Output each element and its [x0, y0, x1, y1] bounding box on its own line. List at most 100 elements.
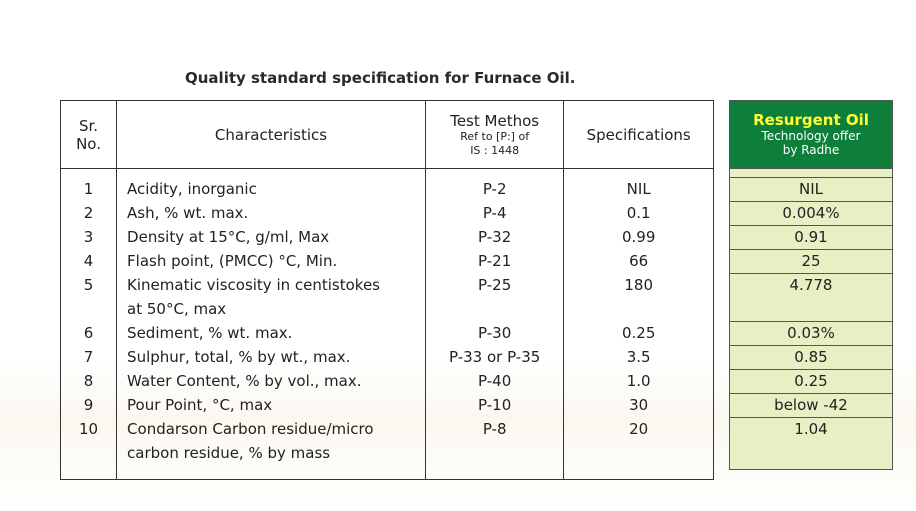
row-specification: 0.99: [563, 225, 714, 249]
row-characteristic-line1: Water Content, % by vol., max.: [127, 372, 362, 390]
header-sr-no: Sr. No.: [59, 100, 118, 169]
resurgent-value: 0.03%: [729, 321, 893, 346]
table-row: 1 Acidity, inorganic P-2 NIL: [59, 168, 714, 201]
row-specification: 30: [563, 393, 714, 417]
row-characteristic: Ash, % wt. max.: [116, 201, 426, 225]
spec-table: Sr. No. Characteristics Test Methos Ref …: [59, 100, 714, 480]
row-characteristic: Kinematic viscosity in centistokes at 50°…: [116, 273, 426, 321]
row-specification: 20: [563, 417, 714, 480]
row-characteristic-line1: Flash point, (PMCC) °C, Min.: [127, 252, 338, 270]
row-characteristic-line1: Kinematic viscosity in centistokes: [127, 276, 380, 294]
brand-sub-line1: Technology offer: [761, 129, 861, 143]
table-row: 9 Pour Point, °C, max P-10 30: [59, 393, 714, 417]
resurgent-row: below -42: [729, 393, 893, 418]
resurgent-value: 0.25: [729, 369, 893, 394]
row-test-method: P-33 or P-35: [424, 345, 565, 369]
header-specifications: Specifications: [563, 100, 714, 169]
row-test-method: P-21: [424, 249, 565, 273]
resurgent-row: 25: [729, 249, 893, 274]
table-row: 2 Ash, % wt. max. P-4 0.1: [59, 201, 714, 225]
row-characteristic: Density at 15°C, g/ml, Max: [116, 225, 426, 249]
row-characteristic-line1: Density at 15°C, g/ml, Max: [127, 228, 330, 246]
table-row: 6 Sediment, % wt. max. P-30 0.25: [59, 321, 714, 345]
header-sr-line1: Sr.: [78, 116, 99, 135]
row-specification: 0.1: [563, 201, 714, 225]
row-test-method: P-8: [424, 417, 565, 480]
row-characteristic: Sediment, % wt. max.: [116, 321, 426, 345]
row-test-method: P-40: [424, 369, 565, 393]
table-row: 4 Flash point, (PMCC) °C, Min. P-21 66: [59, 249, 714, 273]
resurgent-row: 0.03%: [729, 321, 893, 346]
resurgent-table: Resurgent Oil Technology offer by Radhe …: [729, 100, 893, 470]
row-sr-no: 3: [59, 225, 118, 249]
table-row: 5 Kinematic viscosity in centistokes at 50…: [59, 273, 714, 321]
row-test-method: P-2: [424, 168, 565, 201]
resurgent-row: 4.778: [729, 273, 893, 322]
row-sr-no: 10: [59, 417, 118, 480]
row-characteristic-line1: Sulphur, total, % by wt., max.: [127, 348, 351, 366]
row-specification: 180: [563, 273, 714, 321]
resurgent-value: 0.85: [729, 345, 893, 370]
row-specification: 66: [563, 249, 714, 273]
row-sr-no: 8: [59, 369, 118, 393]
resurgent-value: 0.004%: [729, 201, 893, 226]
table-row: 8 Water Content, % by vol., max. P-40 1.0: [59, 369, 714, 393]
row-characteristic-line2: at 50°C, max: [127, 300, 227, 318]
table-row: 3 Density at 15°C, g/ml, Max P-32 0.99: [59, 225, 714, 249]
resurgent-value: below -42: [729, 393, 893, 418]
table-row: 7 Sulphur, total, % by wt., max. P-33 or P…: [59, 345, 714, 369]
row-sr-no: 4: [59, 249, 118, 273]
row-test-method: P-30: [424, 321, 565, 345]
row-characteristic: Sulphur, total, % by wt., max.: [116, 345, 426, 369]
row-characteristic: Water Content, % by vol., max.: [116, 369, 426, 393]
resurgent-value: 0.91: [729, 225, 893, 250]
row-characteristic-line1: Acidity, inorganic: [127, 180, 257, 198]
row-characteristic-line1: Ash, % wt. max.: [127, 204, 249, 222]
brand-name: Resurgent Oil: [753, 111, 869, 129]
row-characteristic-line1: Sediment, % wt. max.: [127, 324, 293, 342]
resurgent-row: 0.85: [729, 345, 893, 370]
resurgent-row: 1.04: [729, 417, 893, 470]
row-test-method: P-4: [424, 201, 565, 225]
resurgent-row: NIL: [729, 177, 893, 202]
row-characteristic-line1: Pour Point, °C, max: [127, 396, 273, 414]
row-characteristic-line2: carbon residue, % by mass: [127, 444, 331, 462]
row-specification: 3.5: [563, 345, 714, 369]
row-sr-no: 9: [59, 393, 118, 417]
row-specification: 1.0: [563, 369, 714, 393]
resurgent-value: NIL: [729, 177, 893, 202]
header-test-method-sub2: IS : 1448: [470, 143, 520, 157]
row-characteristic: Pour Point, °C, max: [116, 393, 426, 417]
header-sr-line2: No.: [76, 134, 101, 153]
row-test-method: P-25: [424, 273, 565, 321]
row-sr-no: 6: [59, 321, 118, 345]
row-sr-no: 2: [59, 201, 118, 225]
header-test-method: Test Methos Ref to [P:] of IS : 1448: [424, 100, 565, 169]
brand-sub-line2: by Radhe: [782, 143, 840, 157]
row-test-method: P-32: [424, 225, 565, 249]
header-test-method-label: Test Methos: [450, 111, 540, 130]
table-header-row: Sr. No. Characteristics Test Methos Ref …: [59, 100, 714, 169]
row-characteristic: Acidity, inorganic: [116, 168, 426, 201]
resurgent-value: 4.778: [729, 273, 893, 322]
resurgent-spacer: [729, 168, 893, 178]
header-characteristics: Characteristics: [116, 100, 426, 169]
resurgent-value: 1.04: [729, 417, 893, 470]
row-characteristic: Flash point, (PMCC) °C, Min.: [116, 249, 426, 273]
resurgent-row: 0.004%: [729, 201, 893, 226]
resurgent-header: Resurgent Oil Technology offer by Radhe: [729, 100, 893, 169]
row-characteristic-line1: Condarson Carbon residue/micro: [127, 420, 374, 438]
resurgent-value: 25: [729, 249, 893, 274]
row-specification: 0.25: [563, 321, 714, 345]
row-test-method: P-10: [424, 393, 565, 417]
row-characteristic: Condarson Carbon residue/micro carbon res…: [116, 417, 426, 480]
row-sr-no: 7: [59, 345, 118, 369]
table-row: 10 Condarson Carbon residue/micro carbon r…: [59, 417, 714, 480]
resurgent-row: 0.25: [729, 369, 893, 394]
page-title: Quality standard specification for Furna…: [185, 69, 576, 87]
resurgent-row: 0.91: [729, 225, 893, 250]
row-specification: NIL: [563, 168, 714, 201]
row-sr-no: 1: [59, 168, 118, 201]
header-test-method-sub1: Ref to [P:] of: [460, 129, 530, 143]
row-sr-no: 5: [59, 273, 118, 321]
